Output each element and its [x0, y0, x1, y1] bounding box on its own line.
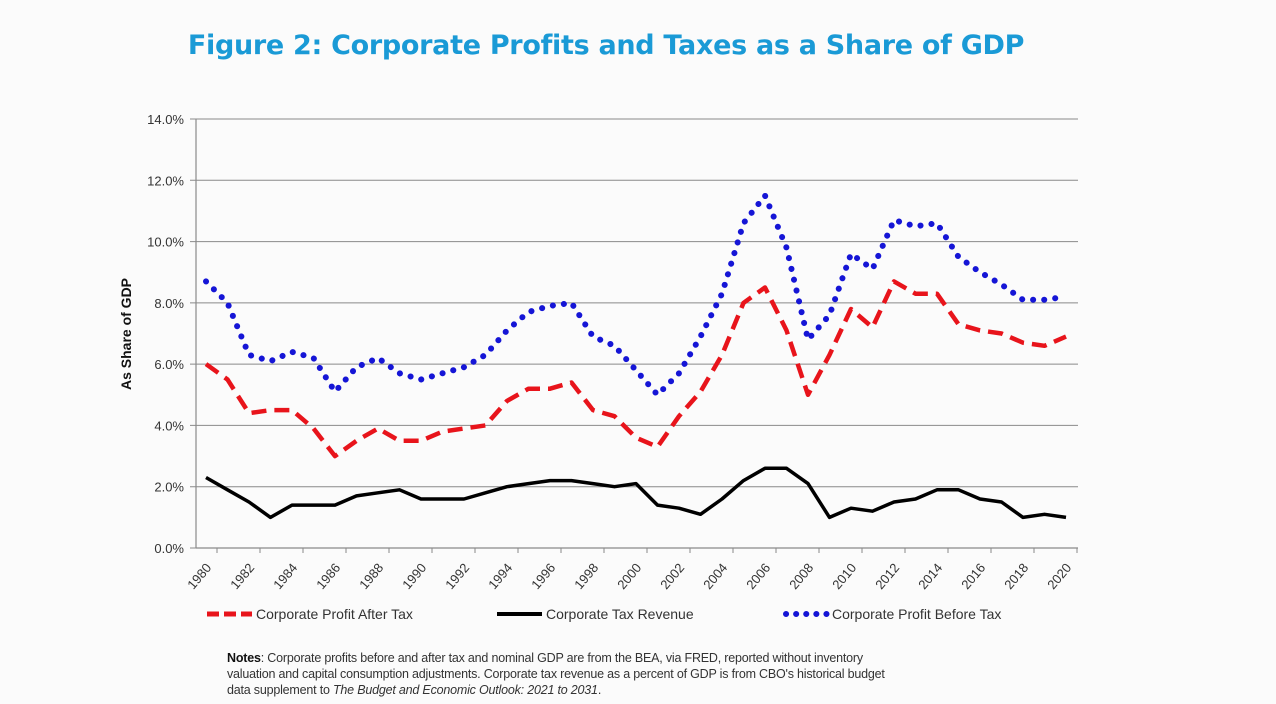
x-tick-label: 1990: [399, 560, 429, 592]
legend-label: Corporate Profit After Tax: [256, 606, 413, 622]
y-tick-labels: 0.0% 2.0% 4.0% 6.0% 8.0% 10.0% 12.0% 14.0%: [147, 112, 184, 556]
series-lines: [203, 192, 1069, 520]
x-tick-label: 2002: [657, 560, 687, 592]
y-axis-label: As Share of GDP: [118, 278, 134, 390]
x-tick-label: 2008: [786, 560, 816, 592]
chart-title: Figure 2: Corporate Profits and Taxes as…: [187, 30, 1025, 61]
x-tick-label: 1986: [313, 560, 343, 592]
legend: Corporate Profit After Tax Corporate Tax …: [207, 606, 1001, 622]
x-tick-label: 1996: [528, 560, 558, 592]
y-tick-label: 0.0%: [154, 541, 184, 556]
notes-label: Notes: [227, 651, 261, 665]
axes: [195, 119, 1078, 553]
x-tick-label: 1982: [227, 560, 257, 592]
x-tick-label: 1988: [356, 560, 386, 592]
y-tick-label: 4.0%: [154, 418, 184, 433]
legend-label: Corporate Profit Before Tax: [832, 606, 1001, 622]
x-tick-label: 2000: [614, 560, 644, 592]
y-tick-label: 8.0%: [154, 296, 184, 311]
y-tick-label: 14.0%: [147, 112, 184, 127]
x-tick-label: 2012: [872, 560, 902, 592]
x-tick-label: 1998: [571, 560, 601, 592]
x-tick-label: 2018: [1001, 560, 1031, 592]
x-tick-labels: 1980 1982 1984 1986 1988 1990 1992 1994 1996 1998…: [184, 560, 1074, 592]
x-tick-label: 2004: [700, 560, 730, 592]
notes-line-3-prefix: data supplement to: [227, 683, 333, 697]
notes: Notes: Corporate profits before and afte…: [227, 650, 1057, 698]
legend-label: Corporate Tax Revenue: [546, 606, 694, 622]
notes-line-2: valuation and capital consumption adjust…: [227, 667, 885, 681]
x-tick-label: 2006: [743, 560, 773, 592]
y-tick-label: 10.0%: [147, 235, 184, 250]
y-tick-label: 12.0%: [147, 173, 184, 188]
x-tick-label: 1992: [442, 560, 472, 592]
notes-line-3-suffix: .: [597, 683, 602, 697]
y-tick-label: 2.0%: [154, 480, 184, 495]
x-tick-label: 1984: [270, 560, 300, 592]
y-tick-label: 6.0%: [154, 357, 184, 372]
series-line-corporate-profit-before-tax: [203, 192, 1069, 398]
x-tick-label: 2020: [1044, 560, 1074, 592]
x-tick-label: 2016: [958, 560, 988, 592]
notes-source-title: The Budget and Economic Outlook: 2021 to…: [333, 683, 598, 697]
notes-line-1: : Corporate profits before and after tax…: [260, 651, 863, 665]
series-line-corporate-tax-revenue: [205, 466, 1067, 520]
x-tick-label: 2010: [829, 560, 859, 592]
series-line-corporate-profit-after-tax: [204, 279, 1067, 459]
x-tick-label: 1980: [184, 560, 214, 592]
x-tick-label: 1994: [485, 560, 515, 592]
x-tick-label: 2014: [915, 560, 945, 592]
